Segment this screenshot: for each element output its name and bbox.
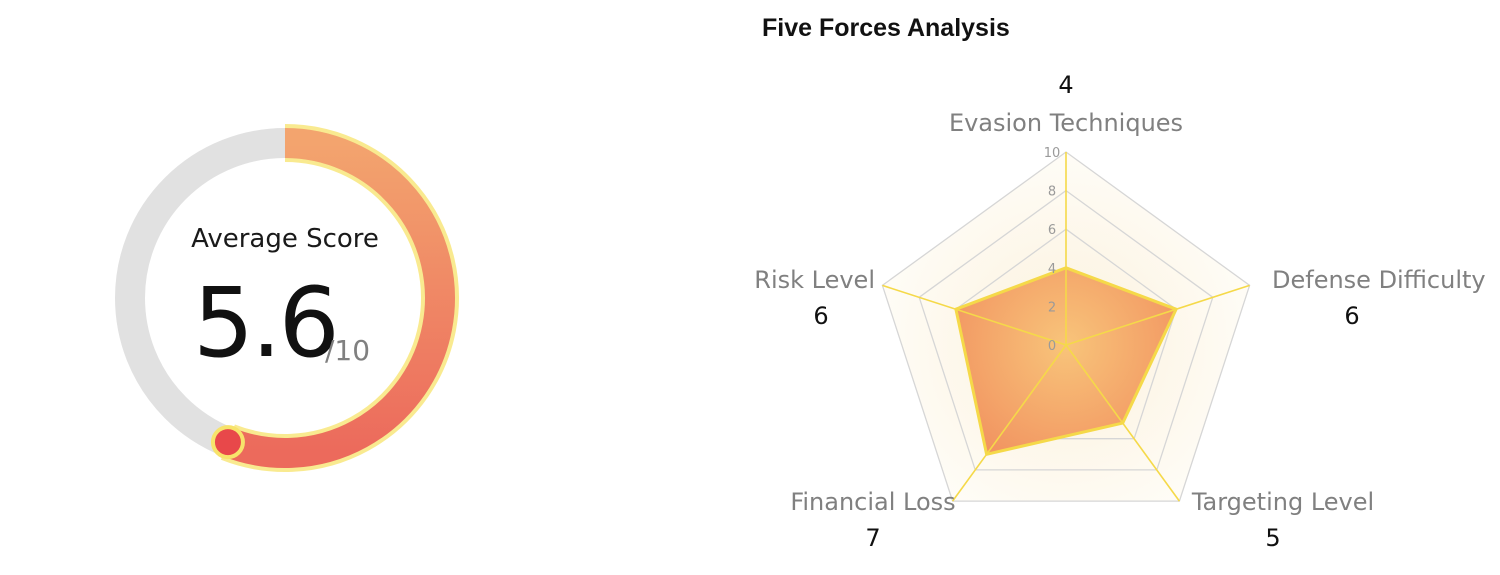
average-score-gauge: [115, 124, 459, 472]
radar-value-label: 6: [813, 302, 828, 330]
gauge-fill-arc: [222, 128, 455, 468]
radar-tick-label: 10: [1044, 146, 1061, 161]
radar-axis-label: Evasion Techniques: [949, 109, 1183, 137]
radar-axis-label: Financial Loss: [790, 488, 955, 516]
radar-grid-ring: [955, 228, 1177, 440]
radar-tick-label: 0: [1048, 339, 1056, 354]
radar-chart: 0 2 4 6 8 10 Evasion Techniques 4 Defense Diffi…: [754, 71, 1486, 552]
radar-spoke: [1065, 344, 1181, 502]
gauge-max-label: /10: [325, 334, 371, 367]
radar-spoke: [882, 284, 1067, 346]
radar-value-label: 7: [865, 524, 880, 552]
radar-axis-label: Targeting Level: [1191, 488, 1374, 516]
radar-tick-label: 8: [1048, 185, 1056, 200]
radar-value-label: 6: [1344, 302, 1359, 330]
radar-value-label: 5: [1265, 524, 1280, 552]
radar-spoke: [1065, 284, 1250, 346]
radar-tick-label: 2: [1048, 300, 1056, 315]
radar-axis-label: Defense Difficulty: [1272, 266, 1486, 294]
radar-axis-label: Risk Level: [754, 266, 875, 294]
radar-spoke: [951, 344, 1067, 502]
radar-grid-ring: [881, 151, 1251, 502]
chart-title: Five Forces Analysis: [762, 14, 1010, 42]
radar-value-label: 4: [1058, 71, 1073, 99]
gauge-end-knob: [210, 425, 245, 460]
radar-tick-label: 4: [1048, 262, 1056, 277]
gauge-value: 5.6: [193, 267, 340, 379]
radar-series-area: [954, 266, 1178, 456]
radar-grid-ring: [918, 189, 1214, 471]
gauge-title: Average Score: [191, 224, 379, 254]
radar-tick-label: 6: [1048, 223, 1056, 238]
